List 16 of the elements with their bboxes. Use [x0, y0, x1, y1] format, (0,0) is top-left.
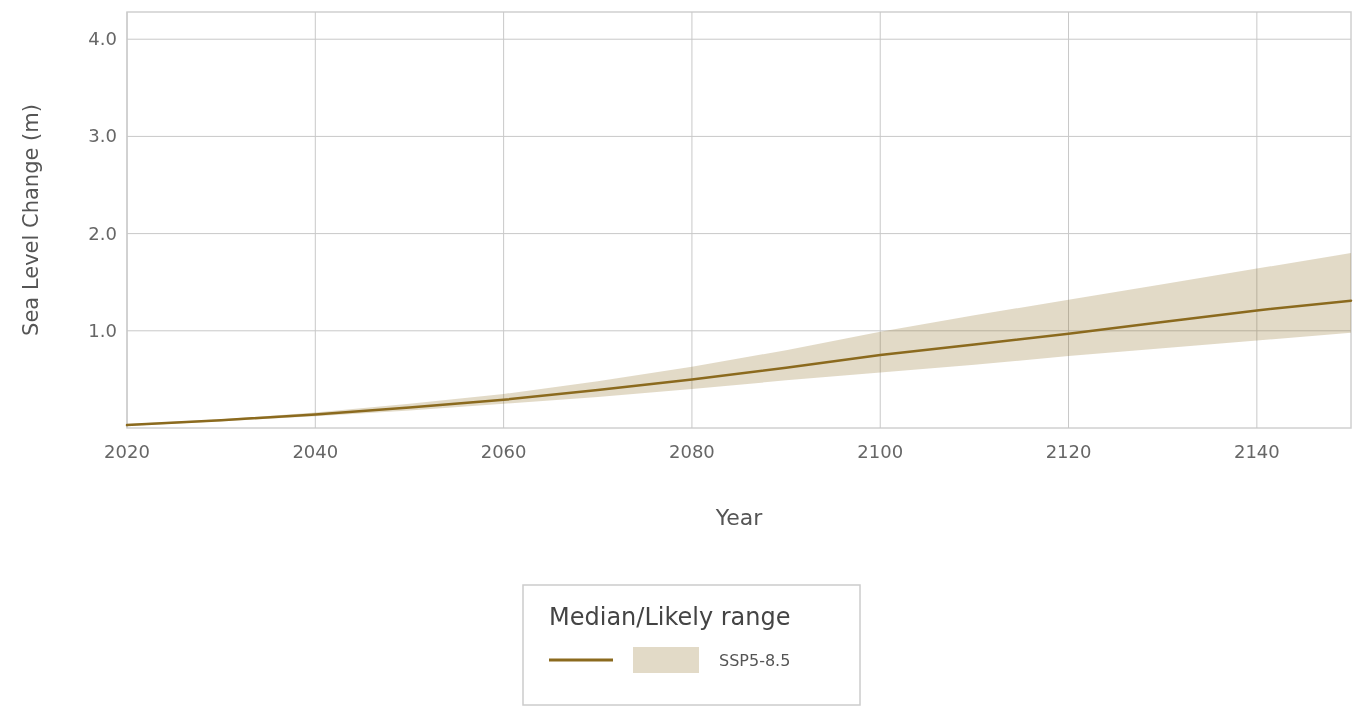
x-tick-label: 2140: [1233, 441, 1280, 462]
y-axis-title: Sea Level Change (m): [19, 104, 43, 336]
x-tick-label: 2020: [104, 441, 150, 462]
x-tick-label: 2080: [669, 441, 715, 462]
y-tick-label: 1.0: [88, 319, 117, 341]
y-tick-label: 4.0: [88, 28, 117, 50]
y-tick-label: 3.0: [88, 125, 117, 147]
x-tick-label: 2060: [480, 441, 527, 462]
legend-title: Median/Likely range: [549, 603, 791, 631]
x-tick-label: 2120: [1045, 441, 1092, 462]
line-series: [125, 299, 1353, 427]
x-axis-title: Year: [714, 505, 764, 530]
x-tick-label: 2040: [292, 441, 339, 462]
legend-label: SSP5-8.5: [719, 651, 791, 670]
x-tick-label: 2100: [857, 441, 904, 462]
y-tick-label: 2.0: [88, 222, 117, 244]
